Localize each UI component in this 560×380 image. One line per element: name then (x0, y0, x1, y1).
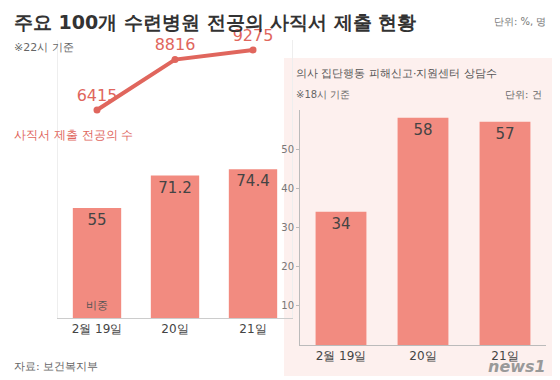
svg-text:74.4: 74.4 (236, 172, 269, 190)
svg-text:21일: 21일 (491, 349, 518, 363)
svg-text:※18시 기준: ※18시 기준 (296, 89, 350, 100)
svg-text:2월 19일: 2월 19일 (316, 349, 367, 363)
svg-text:자료: 보건복지부: 자료: 보건복지부 (14, 360, 98, 373)
svg-text:21일: 21일 (239, 322, 266, 336)
svg-text:※22시 기준: ※22시 기준 (14, 41, 74, 54)
svg-text:news1: news1 (488, 357, 546, 376)
svg-text:사직서 제출 전공의 수: 사직서 제출 전공의 수 (14, 128, 133, 142)
svg-text:단위: 건: 단위: 건 (505, 89, 542, 100)
svg-text:2월 19일: 2월 19일 (72, 322, 123, 336)
svg-text:40: 40 (281, 183, 294, 194)
svg-text:6415: 6415 (77, 86, 118, 105)
svg-text:10: 10 (281, 300, 294, 311)
svg-text:단위: %, 명: 단위: %, 명 (494, 16, 546, 27)
svg-text:50: 50 (281, 144, 294, 155)
svg-text:34: 34 (331, 215, 350, 233)
svg-text:57: 57 (495, 125, 514, 143)
svg-text:9275: 9275 (233, 26, 274, 45)
svg-text:20: 20 (281, 261, 294, 272)
svg-text:30: 30 (281, 222, 294, 233)
svg-text:의사 집단행동 피해신고·지원센터 상담수: 의사 집단행동 피해신고·지원센터 상담수 (296, 67, 497, 80)
svg-text:8816: 8816 (155, 35, 196, 54)
svg-text:20일: 20일 (409, 349, 436, 363)
svg-text:20일: 20일 (161, 322, 188, 336)
svg-text:55: 55 (87, 211, 106, 229)
svg-text:58: 58 (413, 121, 432, 139)
svg-text:71.2: 71.2 (158, 179, 191, 197)
svg-text:주요 100개 수련병원 전공의 사직서 제출 현황: 주요 100개 수련병원 전공의 사직서 제출 현황 (14, 11, 416, 33)
svg-text:비중: 비중 (86, 299, 108, 312)
